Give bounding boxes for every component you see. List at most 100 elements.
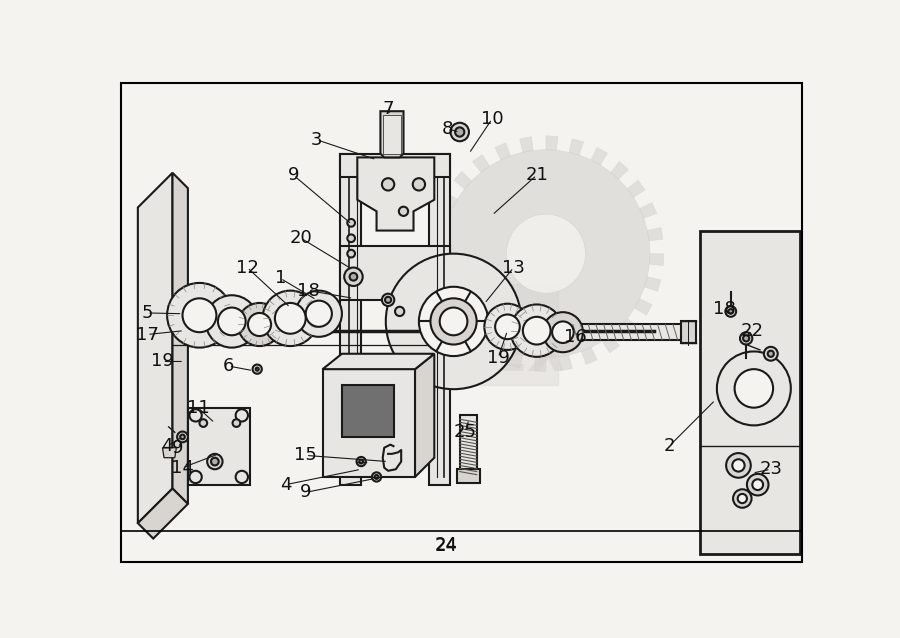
Circle shape	[495, 315, 520, 339]
Text: 2: 2	[663, 437, 675, 455]
Text: 23: 23	[760, 460, 782, 478]
Polygon shape	[519, 137, 533, 152]
Circle shape	[200, 419, 207, 427]
Polygon shape	[381, 111, 403, 158]
Polygon shape	[559, 355, 572, 371]
Polygon shape	[464, 328, 482, 346]
Circle shape	[734, 489, 752, 508]
Circle shape	[523, 317, 551, 345]
Text: 19: 19	[151, 352, 174, 371]
Bar	[460, 415, 477, 473]
Text: 5: 5	[141, 304, 153, 322]
Circle shape	[183, 299, 216, 332]
Circle shape	[374, 475, 379, 479]
Text: OREX: OREX	[415, 334, 569, 382]
Circle shape	[256, 367, 258, 371]
Polygon shape	[431, 216, 447, 230]
Polygon shape	[357, 158, 435, 230]
Polygon shape	[447, 310, 464, 327]
Bar	[322, 369, 415, 477]
Polygon shape	[436, 289, 453, 305]
Circle shape	[507, 214, 586, 293]
Circle shape	[167, 283, 232, 348]
Text: 24: 24	[435, 537, 457, 555]
Circle shape	[734, 369, 773, 408]
Circle shape	[253, 364, 262, 374]
Polygon shape	[163, 448, 176, 457]
Circle shape	[296, 291, 342, 337]
Polygon shape	[534, 357, 546, 371]
Circle shape	[347, 219, 355, 226]
Bar	[680, 322, 696, 343]
Text: 17: 17	[136, 325, 158, 343]
Text: 21: 21	[526, 166, 548, 184]
Circle shape	[211, 457, 219, 465]
Polygon shape	[620, 318, 638, 336]
Circle shape	[382, 293, 394, 306]
Circle shape	[236, 471, 248, 483]
Polygon shape	[484, 343, 500, 360]
Polygon shape	[647, 227, 663, 241]
Circle shape	[382, 178, 394, 191]
Circle shape	[484, 304, 530, 350]
Polygon shape	[382, 115, 401, 154]
Circle shape	[232, 419, 240, 427]
Text: 3: 3	[310, 131, 322, 149]
Text: 10: 10	[481, 110, 503, 128]
Circle shape	[726, 453, 751, 478]
Text: 11: 11	[186, 399, 210, 417]
Bar	[342, 385, 394, 437]
Text: 4: 4	[161, 437, 173, 455]
Text: 13: 13	[502, 258, 525, 276]
Circle shape	[717, 352, 791, 426]
Polygon shape	[602, 335, 619, 353]
Circle shape	[733, 459, 744, 471]
Text: 9: 9	[172, 439, 184, 457]
Polygon shape	[138, 173, 173, 523]
Circle shape	[274, 303, 306, 334]
Polygon shape	[546, 136, 558, 150]
Circle shape	[543, 312, 583, 352]
Circle shape	[347, 234, 355, 242]
Circle shape	[385, 297, 392, 303]
Polygon shape	[644, 277, 661, 292]
Text: 9: 9	[300, 484, 311, 501]
Text: 4: 4	[280, 476, 292, 494]
Circle shape	[451, 122, 469, 141]
Polygon shape	[472, 154, 490, 172]
Circle shape	[764, 347, 778, 360]
Circle shape	[359, 459, 363, 463]
Polygon shape	[581, 347, 597, 364]
Circle shape	[743, 336, 749, 341]
Text: 12: 12	[236, 258, 258, 276]
Polygon shape	[650, 254, 664, 265]
Polygon shape	[495, 143, 510, 160]
Text: 22: 22	[741, 322, 764, 339]
Text: 18: 18	[713, 300, 736, 318]
Polygon shape	[340, 246, 450, 300]
Polygon shape	[340, 154, 361, 485]
Polygon shape	[508, 352, 523, 369]
Circle shape	[180, 434, 184, 439]
Polygon shape	[188, 408, 249, 485]
Text: 9: 9	[288, 166, 299, 184]
Circle shape	[418, 286, 488, 356]
Circle shape	[248, 313, 271, 336]
Circle shape	[344, 267, 363, 286]
Text: 25: 25	[454, 423, 477, 441]
Polygon shape	[322, 353, 435, 369]
Circle shape	[510, 304, 562, 357]
Circle shape	[177, 431, 188, 442]
Circle shape	[455, 128, 464, 137]
Circle shape	[236, 409, 248, 422]
Text: 8: 8	[442, 120, 453, 138]
Polygon shape	[173, 173, 188, 504]
Circle shape	[442, 150, 650, 358]
Polygon shape	[440, 192, 457, 209]
Circle shape	[205, 295, 258, 348]
Text: 19: 19	[487, 348, 509, 367]
Circle shape	[728, 309, 733, 314]
Bar	[456, 470, 480, 483]
Text: 18: 18	[297, 281, 320, 300]
Circle shape	[356, 457, 365, 466]
